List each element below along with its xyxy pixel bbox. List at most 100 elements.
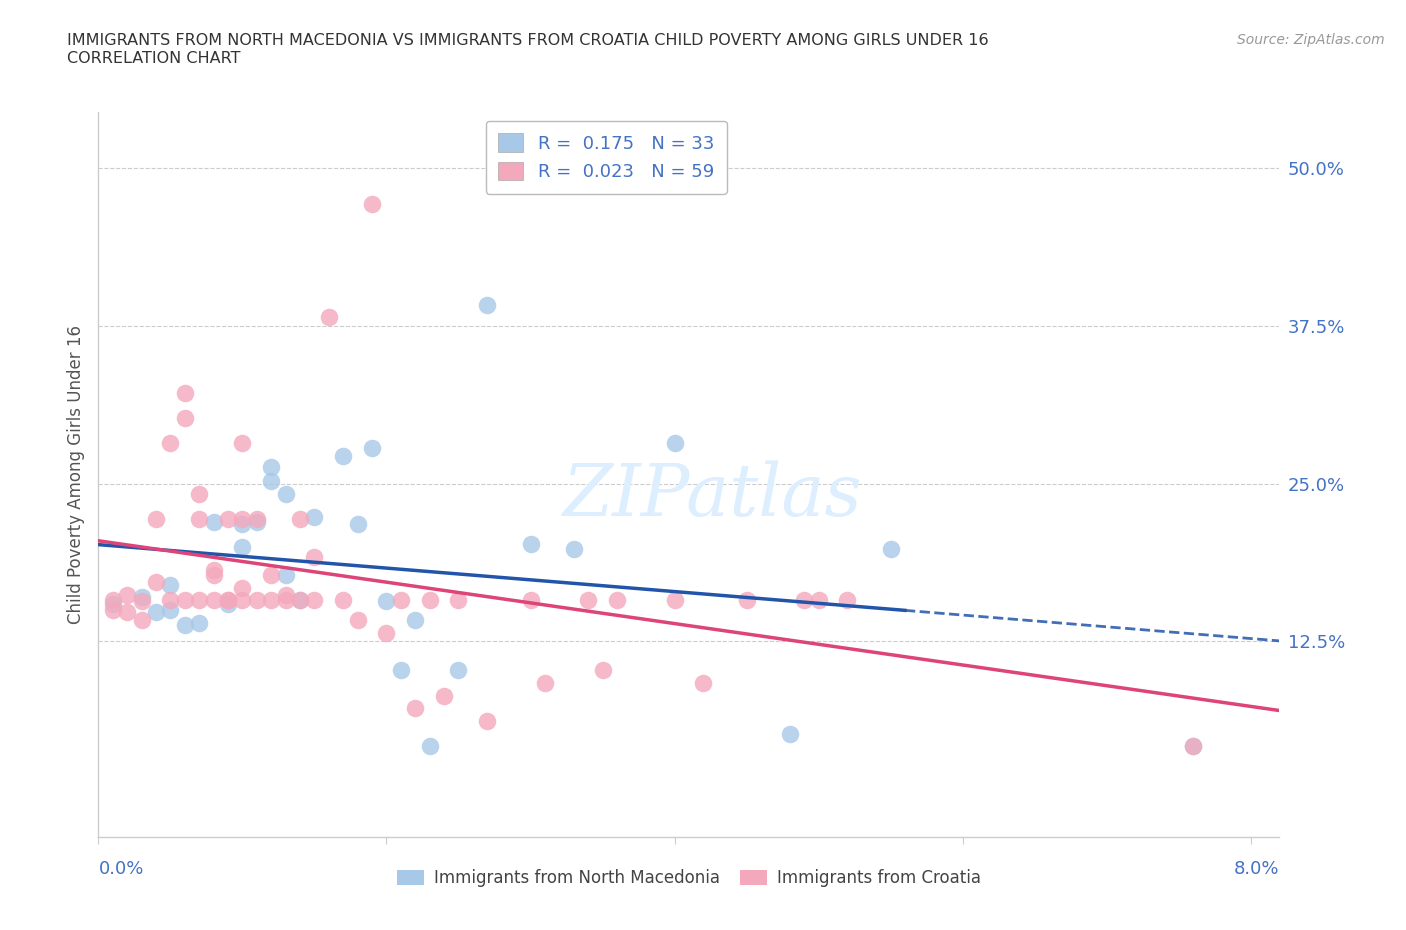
Point <box>202 562 225 577</box>
Point <box>145 512 167 526</box>
Point <box>562 542 585 557</box>
Point <box>477 713 499 728</box>
Point <box>332 448 354 463</box>
Text: ZIPatlas: ZIPatlas <box>562 460 862 531</box>
Point <box>576 592 599 607</box>
Point <box>1182 738 1205 753</box>
Point <box>260 567 283 582</box>
Point <box>173 592 195 607</box>
Point <box>131 590 153 604</box>
Point <box>231 512 253 526</box>
Point <box>519 592 541 607</box>
Point <box>217 592 239 607</box>
Point <box>837 592 859 607</box>
Point <box>664 436 686 451</box>
Point <box>304 550 326 565</box>
Point <box>159 592 181 607</box>
Point <box>202 592 225 607</box>
Point <box>807 592 830 607</box>
Point <box>246 592 269 607</box>
Point <box>260 592 283 607</box>
Point <box>375 593 398 608</box>
Point <box>246 514 269 529</box>
Point <box>346 613 368 628</box>
Point <box>664 592 686 607</box>
Point <box>274 486 297 501</box>
Text: 0.0%: 0.0% <box>98 859 143 878</box>
Point <box>447 663 470 678</box>
Point <box>145 605 167 620</box>
Point <box>534 676 557 691</box>
Point <box>361 196 384 211</box>
Point <box>159 436 181 451</box>
Point <box>231 517 253 532</box>
Point <box>419 738 441 753</box>
Text: 8.0%: 8.0% <box>1234 859 1279 878</box>
Point <box>304 592 326 607</box>
Point <box>188 592 211 607</box>
Point <box>404 613 426 628</box>
Point <box>231 592 253 607</box>
Point <box>477 298 499 312</box>
Point <box>793 592 815 607</box>
Point <box>246 512 269 526</box>
Point <box>231 436 253 451</box>
Point <box>188 615 211 630</box>
Point <box>1182 738 1205 753</box>
Point <box>260 460 283 475</box>
Point <box>592 663 614 678</box>
Point <box>202 514 225 529</box>
Point <box>145 575 167 590</box>
Point <box>288 512 311 526</box>
Text: IMMIGRANTS FROM NORTH MACEDONIA VS IMMIGRANTS FROM CROATIA CHILD POVERTY AMONG G: IMMIGRANTS FROM NORTH MACEDONIA VS IMMIG… <box>67 33 988 47</box>
Point <box>173 411 195 426</box>
Point <box>188 512 211 526</box>
Point <box>288 592 311 607</box>
Point <box>159 578 181 592</box>
Point <box>735 592 758 607</box>
Point <box>779 726 801 741</box>
Point <box>217 512 239 526</box>
Point <box>879 542 901 557</box>
Point <box>447 592 470 607</box>
Point <box>519 537 541 551</box>
Point <box>346 517 368 532</box>
Text: CORRELATION CHART: CORRELATION CHART <box>67 51 240 66</box>
Point <box>419 592 441 607</box>
Point <box>231 539 253 554</box>
Point <box>231 581 253 596</box>
Point <box>304 509 326 524</box>
Point <box>274 588 297 603</box>
Point <box>375 625 398 640</box>
Point <box>692 676 714 691</box>
Point <box>202 567 225 582</box>
Legend: Immigrants from North Macedonia, Immigrants from Croatia: Immigrants from North Macedonia, Immigra… <box>391 863 987 894</box>
Point <box>101 592 124 607</box>
Point <box>606 592 628 607</box>
Point <box>101 596 124 611</box>
Point <box>318 310 340 325</box>
Point <box>188 486 211 501</box>
Point <box>217 596 239 611</box>
Point <box>101 603 124 618</box>
Point <box>332 592 354 607</box>
Point <box>217 592 239 607</box>
Point <box>389 592 412 607</box>
Point <box>433 688 456 703</box>
Point <box>389 663 412 678</box>
Point <box>159 603 181 618</box>
Point <box>404 701 426 716</box>
Point <box>288 592 311 607</box>
Point <box>260 473 283 488</box>
Point <box>115 605 138 620</box>
Point <box>274 592 297 607</box>
Y-axis label: Child Poverty Among Girls Under 16: Child Poverty Among Girls Under 16 <box>66 325 84 624</box>
Point <box>361 441 384 456</box>
Point <box>173 618 195 632</box>
Point <box>115 588 138 603</box>
Point <box>274 567 297 582</box>
Point <box>131 613 153 628</box>
Point <box>131 593 153 608</box>
Text: Source: ZipAtlas.com: Source: ZipAtlas.com <box>1237 33 1385 46</box>
Point <box>173 386 195 401</box>
